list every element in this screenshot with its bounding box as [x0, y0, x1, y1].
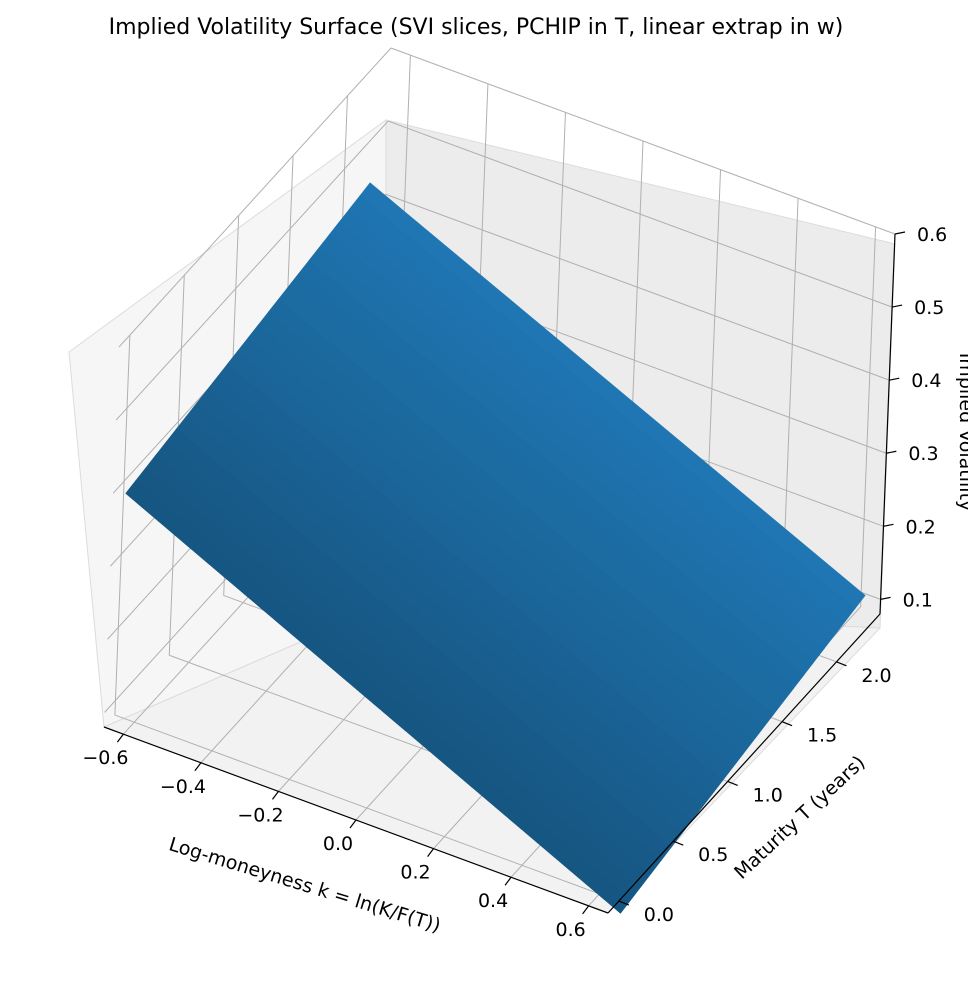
grid-line-z-back	[390, 47, 896, 235]
grid-line-x-back	[782, 198, 799, 579]
y-tick-label: 1.0	[753, 784, 783, 806]
y-axis-line	[607, 613, 881, 914]
chart-title: Implied Volatility Surface (SVI slices, …	[109, 15, 844, 40]
y-tick-mark	[673, 840, 684, 846]
x-tick-mark	[349, 819, 357, 829]
x-tick-label: −0.6	[82, 747, 128, 769]
grid-line-y-left	[114, 335, 131, 716]
x-tick-label: 0.4	[478, 890, 508, 912]
y-tick-mark	[781, 721, 793, 727]
x-tick-mark	[194, 762, 202, 772]
y-tick-mark	[618, 900, 630, 906]
x-tick-label: 0.6	[556, 919, 586, 941]
z-tick-label: 0.3	[908, 443, 938, 465]
x-tick-mark	[116, 733, 124, 743]
x-tick-label: 0.0	[323, 833, 353, 855]
y-axis-label: Maturity T (years)	[730, 752, 869, 884]
z-tick-mark	[880, 596, 891, 600]
y-tick-mark	[836, 661, 847, 667]
grid-line-y-floor	[114, 714, 620, 902]
grid-line-x-back	[860, 226, 877, 607]
x-tick-mark	[271, 791, 279, 800]
y-tick-label: 0.5	[698, 844, 728, 866]
z-tick-label: 0.2	[905, 516, 935, 538]
x-axis-label: Log-moneyness k = ln(K/F(T))	[166, 833, 443, 937]
axes	[103, 231, 906, 915]
z-tick-mark	[889, 377, 900, 381]
z-axis-label: Implied Volatility	[955, 353, 968, 512]
grid-line-z-back	[385, 193, 890, 381]
y-tick-label: 1.5	[807, 725, 837, 747]
x-tick-label: −0.2	[237, 804, 283, 826]
x-tick-label: −0.4	[160, 776, 206, 798]
z-tick-label: 0.1	[903, 589, 933, 611]
x-tick-mark	[427, 848, 435, 857]
surface-cell	[603, 885, 632, 914]
z-tick-label: 0.6	[917, 224, 947, 246]
volatility-surface	[125, 182, 866, 914]
y-tick-label: 2.0	[861, 665, 891, 687]
grid-line-z-left	[118, 47, 392, 348]
y-tick-label: 0.0	[644, 904, 674, 926]
z-tick-mark	[886, 450, 897, 454]
grid-line-z-back	[387, 120, 893, 308]
x-tick-mark	[504, 876, 512, 886]
z-tick-label: 0.5	[914, 297, 944, 319]
x-tick-mark	[582, 905, 590, 915]
z-tick-label: 0.4	[911, 370, 941, 392]
z-tick-mark	[883, 523, 894, 527]
z-axis-line	[879, 233, 896, 615]
y-tick-mark	[727, 780, 738, 786]
grid-line-z-left	[115, 120, 389, 421]
x-tick-label: 0.2	[400, 862, 430, 884]
tick-labels: −0.6 −0.4 −0.2 0.0 0.2 0.4 0.6 0.0 0.5 1.0 1.5 2.0 0…	[82, 224, 947, 941]
z-tick-mark	[891, 304, 903, 308]
z-tick-mark	[894, 231, 906, 235]
